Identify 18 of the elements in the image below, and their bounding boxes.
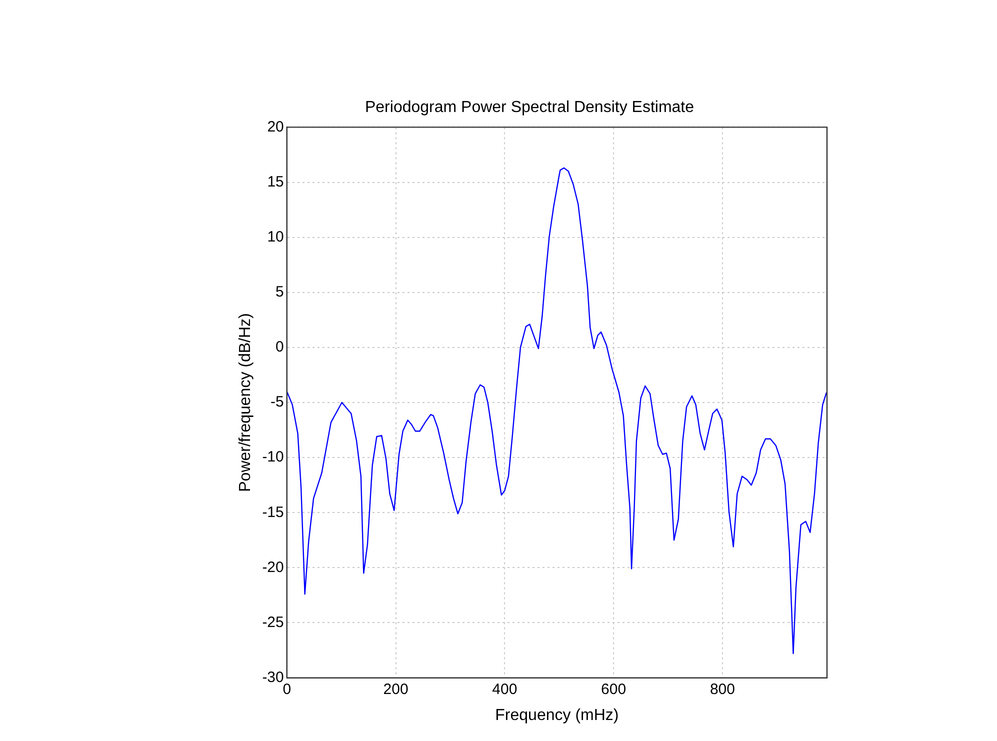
y-axis-title: Power/frequency (dB/Hz) (237, 313, 254, 492)
x-axis-title: Frequency (mHz) (495, 706, 619, 724)
y-tick-label: -15 (262, 504, 284, 521)
y-tick-label: 5 (276, 284, 284, 301)
y-tick-label: -20 (262, 558, 284, 576)
x-tick-label: 800 (710, 680, 735, 698)
y-tick-label: -5 (270, 394, 284, 411)
chart-title: Periodogram Power Spectral Density Estimate (364, 99, 694, 116)
x-tick-label: 600 (601, 680, 626, 698)
y-tick-label: -10 (262, 448, 284, 466)
y-tick-label: 20 (267, 118, 284, 136)
x-tick-label: 200 (383, 680, 408, 698)
y-tick-label: -30 (262, 668, 284, 686)
y-tick-label: 15 (267, 173, 284, 190)
x-tick-label: 400 (492, 680, 518, 698)
y-tick-label: 0 (276, 338, 284, 356)
y-tick-label: 10 (267, 228, 284, 246)
y-tick-label: -25 (262, 614, 284, 631)
